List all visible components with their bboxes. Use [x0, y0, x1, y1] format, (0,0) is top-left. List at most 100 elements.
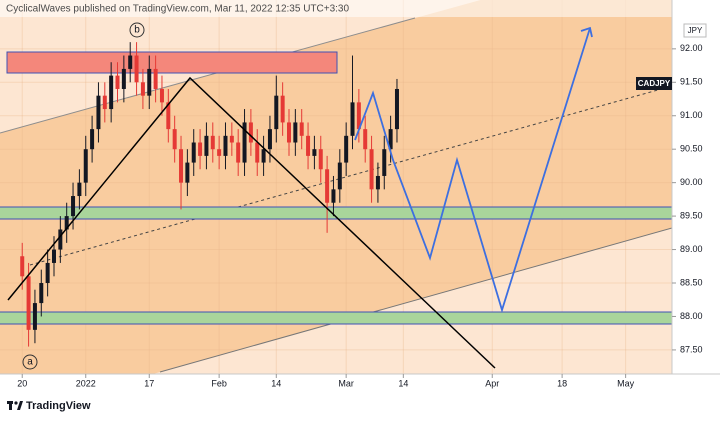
candle-body [255, 142, 260, 163]
y-tick-label: 90.00 [680, 177, 703, 187]
candle-body [109, 75, 114, 110]
candle-body [45, 262, 50, 284]
candle-body [20, 256, 25, 277]
candle-body [115, 75, 120, 89]
candle-body [198, 142, 203, 156]
channel-lower [159, 227, 672, 373]
x-tick-label: Mar [338, 378, 354, 388]
candle-body [344, 135, 349, 163]
candle-body [39, 283, 44, 304]
candle-body [217, 149, 222, 156]
candle-body [179, 149, 184, 183]
candle-body [337, 162, 342, 190]
resistance-zone [6, 51, 338, 74]
candle-body [318, 149, 323, 170]
channel-upper [0, 17, 416, 134]
candle-body [261, 149, 266, 163]
candle-body [331, 189, 336, 203]
candle-body [32, 303, 37, 330]
candle-body [293, 122, 298, 143]
candle-body [71, 196, 76, 217]
x-tick-label: 14 [271, 378, 281, 388]
symbol-label: CADJPY [638, 79, 671, 88]
candle-body [102, 95, 107, 110]
projection-path [354, 27, 591, 314]
candle-body [223, 135, 228, 156]
candle-body [274, 95, 279, 130]
candle-body [172, 129, 177, 150]
y-tick-label: 89.00 [680, 244, 703, 254]
candle-body [350, 102, 355, 136]
candle-body [236, 142, 241, 163]
candle-body [51, 249, 56, 263]
candle-body [159, 88, 164, 103]
x-tick-label: Feb [211, 378, 227, 388]
candle-body [312, 149, 317, 156]
y-tick-label: 89.50 [680, 210, 703, 220]
projection-arrow [580, 26, 593, 38]
candle-body [375, 175, 380, 190]
candle-body [363, 129, 368, 150]
x-tick-label: May [617, 378, 635, 388]
candle-body [77, 182, 82, 197]
candle-body [64, 216, 69, 230]
candle-body [166, 102, 171, 130]
footer-text: TradingView [26, 400, 91, 412]
plot-area: b a [0, 0, 672, 374]
y-tick-label: 90.50 [680, 144, 703, 154]
candle-body [382, 149, 387, 176]
candle-body [90, 129, 95, 150]
candle-body [121, 68, 126, 89]
y-tick-label: 88.00 [680, 311, 703, 321]
candle-body [83, 149, 88, 183]
support-zone [0, 206, 672, 220]
candles [20, 42, 399, 347]
wave-label: a [27, 357, 33, 368]
currency-label: JPY [688, 26, 703, 35]
candle-body [147, 68, 152, 96]
candle-body [242, 122, 247, 163]
candle-body [394, 88, 399, 130]
candle-body [26, 276, 31, 330]
candle-body [96, 95, 101, 130]
wave-label: b [134, 25, 140, 36]
candle-body [267, 129, 272, 150]
candle-body [191, 142, 196, 163]
candle-body [306, 135, 311, 156]
x-tick-label: 17 [144, 378, 154, 388]
y-tick-label: 91.50 [680, 77, 703, 87]
candle-body [369, 149, 374, 190]
x-tick-label: 14 [398, 378, 408, 388]
y-tick-label: 92.00 [680, 43, 703, 53]
candle-body [248, 122, 253, 143]
y-tick-label: 88.50 [680, 277, 703, 287]
trend-lines [7, 76, 496, 369]
candle-body [280, 95, 285, 123]
candle-body [58, 229, 63, 250]
x-tick-label: Apr [485, 378, 499, 388]
currency-box [683, 23, 707, 38]
support-zone [0, 311, 672, 325]
wave-label-circle [129, 22, 145, 38]
wave-label-circle [22, 354, 38, 370]
x-tick-label: 18 [557, 378, 567, 388]
footer-logo [7, 401, 23, 410]
candle-body [134, 55, 139, 83]
x-tick-label: 20 [17, 378, 27, 388]
channel-middle [29, 87, 666, 266]
candle-body [286, 122, 291, 143]
candle-body [388, 129, 393, 150]
candle-body [229, 135, 234, 143]
y-tick-label: 87.50 [680, 344, 703, 354]
candle-body [153, 68, 158, 89]
y-tick-label: 91.00 [680, 110, 703, 120]
candle-body [325, 169, 330, 203]
candle-body [356, 102, 361, 130]
candle-body [140, 82, 145, 96]
candle-body [128, 55, 133, 69]
candle-body [299, 122, 304, 136]
header-backdrop [0, 0, 672, 17]
header-text: CyclicalWaves published on TradingView.c… [6, 4, 349, 15]
candle-body [210, 135, 215, 150]
